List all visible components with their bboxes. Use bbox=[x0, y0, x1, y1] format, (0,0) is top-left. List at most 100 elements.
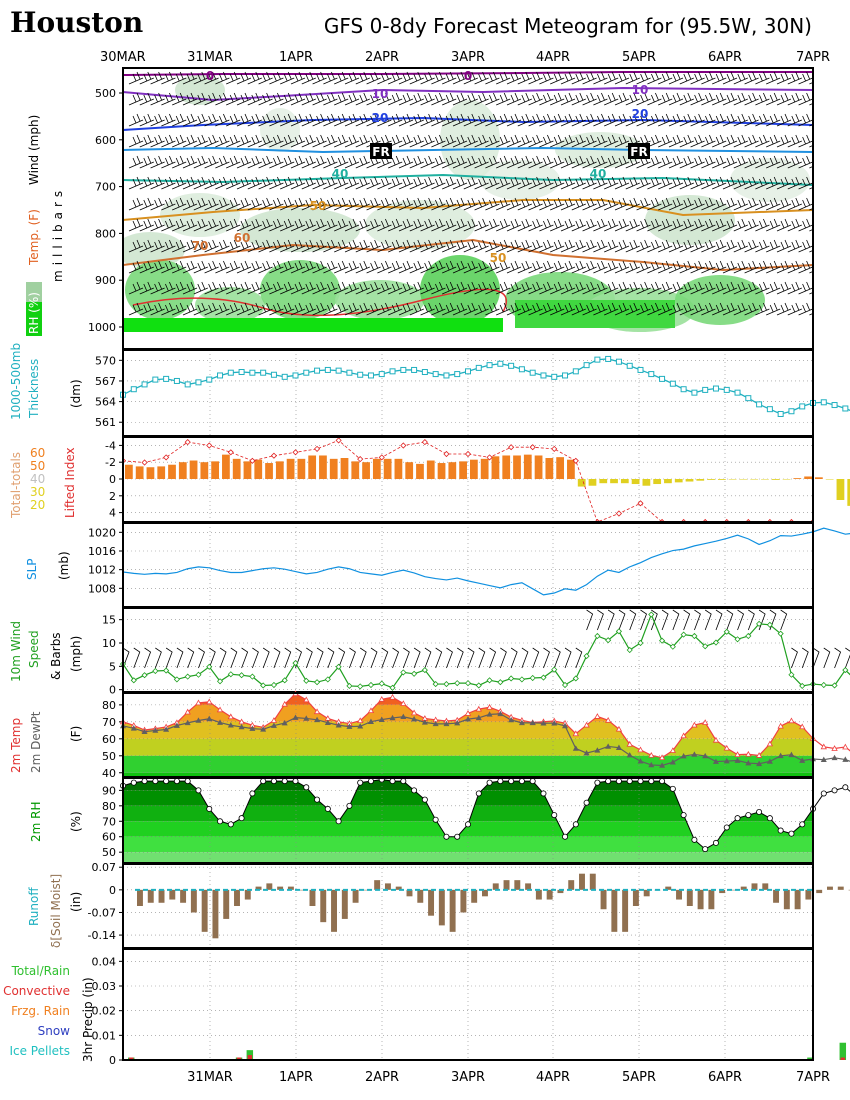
wind-barb bbox=[539, 281, 554, 295]
surface-wind-barb bbox=[715, 609, 723, 631]
wind-barb bbox=[474, 218, 489, 232]
temp-unit: (F) bbox=[69, 726, 83, 742]
rh-point bbox=[217, 818, 224, 825]
rh-point bbox=[659, 778, 666, 785]
lifted-index-bar bbox=[674, 479, 683, 483]
lifted-index-bar bbox=[534, 455, 543, 479]
soil-moisture-bar bbox=[244, 889, 251, 900]
dewpoint-point bbox=[745, 759, 752, 766]
wind-barb bbox=[377, 197, 392, 211]
wind-barb bbox=[236, 302, 252, 316]
wind-barb bbox=[679, 113, 694, 127]
wind-barb bbox=[712, 281, 727, 295]
wind-barb bbox=[571, 92, 586, 106]
isotherm-line bbox=[123, 86, 813, 102]
soil-moisture-label: δ[Soil Moist] bbox=[49, 874, 63, 948]
wind-barb bbox=[528, 155, 543, 169]
rh-point bbox=[734, 815, 741, 822]
wind-barb bbox=[409, 218, 424, 232]
y-tick-label: 564 bbox=[95, 396, 116, 409]
wind-barb bbox=[722, 302, 738, 316]
thickness-point bbox=[130, 386, 137, 393]
bottom-date-label: 1APR bbox=[279, 1070, 313, 1085]
wind-barb bbox=[636, 281, 651, 295]
wind-barb bbox=[755, 92, 770, 106]
thickness-point bbox=[173, 377, 180, 384]
wind-barb bbox=[377, 302, 392, 316]
wind-barb bbox=[312, 92, 327, 106]
lifted-index-bar bbox=[459, 461, 467, 479]
wind-barb bbox=[290, 302, 306, 316]
wind-barb bbox=[636, 176, 651, 190]
top-date-label: 31MAR bbox=[187, 50, 233, 65]
pressure-tick-label: 900 bbox=[95, 274, 116, 287]
wind-barb bbox=[204, 218, 219, 232]
wind-barb bbox=[679, 176, 694, 190]
wind-barb bbox=[636, 197, 651, 211]
wind-barb bbox=[539, 113, 554, 127]
wind-barb bbox=[485, 155, 500, 169]
wind-barb bbox=[258, 218, 273, 232]
wind-barb bbox=[679, 134, 694, 148]
wind-speed-point bbox=[788, 671, 795, 678]
wind-barb bbox=[236, 155, 252, 169]
wind-barb bbox=[334, 260, 349, 274]
wind-barb bbox=[128, 176, 144, 190]
wind-speed-point bbox=[691, 632, 698, 640]
rh-point bbox=[314, 796, 321, 803]
lifted-index-bar bbox=[815, 477, 823, 479]
wind-barb bbox=[506, 155, 522, 169]
lifted-index-bar bbox=[297, 458, 306, 479]
wind-barb bbox=[614, 134, 630, 148]
wind-speed-point bbox=[756, 620, 763, 627]
dewpoint-point bbox=[184, 719, 191, 726]
wind-barb bbox=[452, 197, 468, 211]
wind-barb bbox=[668, 260, 684, 274]
wind-barb bbox=[258, 155, 273, 169]
y-tick-label: 0 bbox=[109, 884, 116, 897]
thickness-point bbox=[529, 369, 536, 376]
lifted-index-bar bbox=[146, 467, 155, 479]
temp-point bbox=[723, 744, 730, 751]
wind-barb bbox=[496, 71, 511, 85]
soil-moisture-bar bbox=[277, 886, 284, 890]
wind-speed-point bbox=[270, 681, 278, 689]
wind-barb bbox=[571, 71, 586, 85]
bottom-date-label: 7APR bbox=[796, 1070, 830, 1085]
wind-barb bbox=[312, 302, 327, 316]
y-tick-label: 1008 bbox=[88, 582, 116, 595]
wind-barb bbox=[301, 260, 316, 274]
wind-barb bbox=[150, 71, 165, 85]
wind-barb bbox=[550, 92, 565, 106]
wind-barb bbox=[528, 239, 543, 253]
wind-speed-point bbox=[518, 676, 525, 683]
wind-barb bbox=[474, 134, 489, 148]
lifted-index-bar bbox=[340, 458, 349, 479]
wind-barb bbox=[722, 176, 738, 190]
surface-wind-barb bbox=[349, 647, 356, 669]
lifted-index-bar bbox=[717, 479, 726, 480]
thickness-point bbox=[421, 369, 428, 376]
wind-barb bbox=[139, 176, 154, 190]
wind-barb bbox=[625, 92, 640, 106]
wind-barb bbox=[625, 113, 640, 127]
wind-barb bbox=[496, 134, 511, 148]
dewpoint-point bbox=[163, 726, 170, 732]
soil-moisture-bar bbox=[848, 889, 850, 891]
wind-barb bbox=[560, 176, 576, 190]
wind-speed-point bbox=[443, 681, 450, 688]
rh-point bbox=[443, 833, 450, 840]
rh-point bbox=[572, 821, 579, 828]
lifted-index-bar bbox=[567, 459, 575, 479]
wind-barb bbox=[290, 71, 306, 85]
surface-wind-barb bbox=[262, 647, 270, 669]
wind-barb bbox=[733, 134, 748, 148]
wind-barb bbox=[431, 92, 446, 106]
total-totals-point bbox=[249, 457, 256, 464]
surface-wind-barb bbox=[586, 609, 594, 631]
lifted-index-bar bbox=[577, 479, 586, 487]
wind-barb bbox=[636, 260, 651, 274]
wind-speed-point bbox=[195, 671, 202, 678]
lifted-index-bar bbox=[480, 458, 489, 479]
